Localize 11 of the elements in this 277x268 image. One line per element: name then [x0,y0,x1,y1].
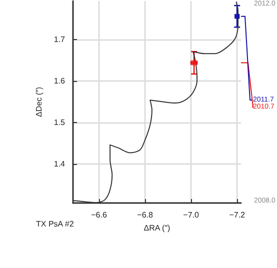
x-tick-label: −7.0 [183,210,200,220]
x-tick-label: −6.6 [91,210,108,220]
x-axis-title: ΔRA (″) [144,223,171,232]
y-tick-label: 1.5 [54,118,66,128]
text: TX PsA #2 [36,220,74,228]
x-tick-label: −6.8 [137,210,154,220]
x-tick-label: −7.2 [229,210,246,220]
y-tick-label: 1.6 [54,76,66,86]
y-axis-title: ΔDec (″) [34,86,44,117]
y-tick-label: 1.7 [54,35,66,44]
y-tick-label: 1.4 [54,160,66,169]
